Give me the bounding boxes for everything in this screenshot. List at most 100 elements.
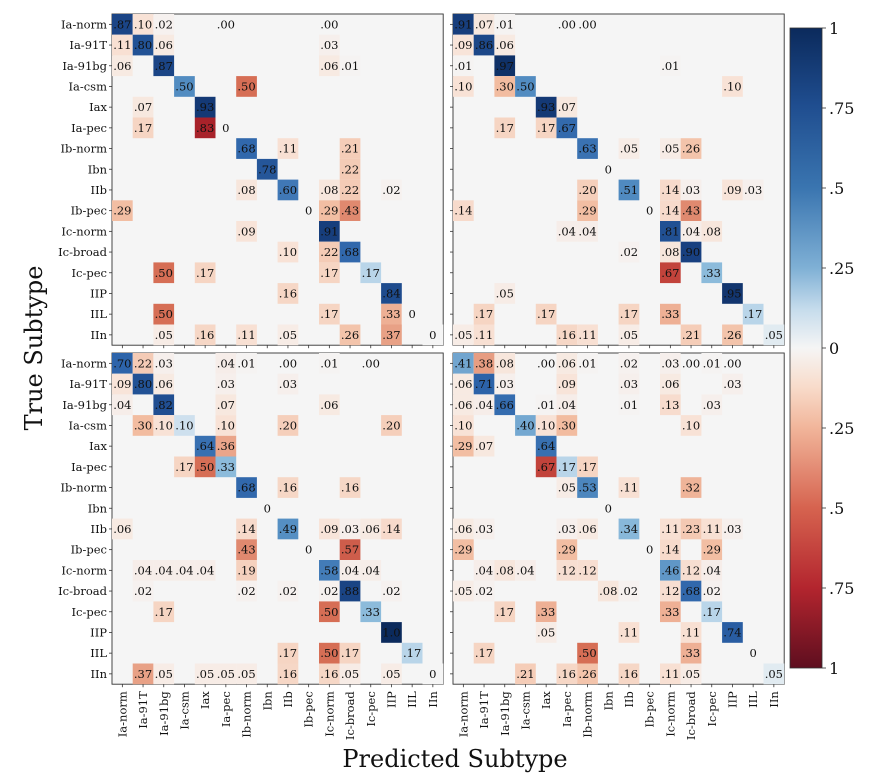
cell-value-label: .02 <box>620 245 638 259</box>
heatmap-cell <box>277 477 299 498</box>
heatmap-cell <box>339 324 361 346</box>
cell-value-label: .02 <box>155 17 173 31</box>
heatmap-cell <box>132 560 154 581</box>
cell-value-label: .06 <box>578 522 596 536</box>
heatmap-cell <box>319 34 340 56</box>
heatmap-cell <box>577 221 598 242</box>
heatmap-cell <box>236 518 257 540</box>
heatmap-cell <box>473 394 495 416</box>
heatmap-cell <box>153 560 175 581</box>
heatmap-cell <box>215 117 237 139</box>
cell-value-label: .02 <box>134 584 152 598</box>
heatmap-cell <box>577 518 598 540</box>
heatmap-cell <box>236 179 257 201</box>
cell-value-label: .02 <box>620 356 638 370</box>
heatmap-cell <box>660 518 681 540</box>
heatmap-cell <box>473 642 495 664</box>
cell-value-label: .14 <box>454 204 472 218</box>
heatmap-cell <box>339 55 361 77</box>
cell-value-label: .82 <box>155 398 173 412</box>
heatmap-cell <box>556 394 578 416</box>
cell-value-label: .05 <box>155 328 173 342</box>
cell-value-label: .16 <box>320 667 338 681</box>
y-tick-label: IIL <box>90 307 107 321</box>
cell-value-label: .10 <box>454 418 472 432</box>
heatmap-cell <box>535 96 557 118</box>
heatmap-cell <box>577 477 598 498</box>
cell-value-label: .10 <box>723 79 741 93</box>
cell-value-label: .06 <box>155 38 173 52</box>
x-tick-label: Ic-broad <box>343 691 357 741</box>
heatmap-cell <box>153 663 175 685</box>
heatmap-cell <box>339 477 361 498</box>
cell-value-label: .06 <box>454 377 472 391</box>
heatmap-cell <box>339 179 361 201</box>
cell-value-label: .93 <box>196 100 214 114</box>
heatmap-cell <box>494 560 516 581</box>
heatmap-cell <box>722 622 743 643</box>
cell-value-label: .22 <box>341 183 359 197</box>
cell-value-label: .09 <box>558 377 576 391</box>
heatmap-cell <box>597 497 619 519</box>
y-tick-labels: Ia-norm Ia-91T Ia-91bg Ia-csm Iax Ia-pec Ib-no… <box>58 17 108 680</box>
cell-value-label: .21 <box>516 667 534 681</box>
cell-value-label: .05 <box>196 667 214 681</box>
x-tick-label: IIb <box>622 691 636 707</box>
heatmap-cell <box>112 373 133 395</box>
heatmap-cell <box>236 663 257 685</box>
heatmap-cell <box>277 324 299 346</box>
heatmap-cell <box>153 55 175 77</box>
cell-value-label: .04 <box>682 224 700 238</box>
heatmap-cell <box>660 601 681 623</box>
cell-value-label: .09 <box>237 224 255 238</box>
cell-value-label: .00 <box>217 17 235 31</box>
heatmap-cell <box>153 394 175 416</box>
x-tick-label: Ia-csm <box>518 691 532 730</box>
heatmap-cell <box>556 663 578 685</box>
heatmap-cell <box>339 580 361 602</box>
heatmap-panels: .87.10.02.00.00.11.80.06.03.06.87.06.01.… <box>109 13 785 688</box>
cell-value-label: .05 <box>454 584 472 598</box>
cell-value-label: .97 <box>496 59 514 73</box>
heatmap-cell <box>597 580 619 602</box>
cell-value-label: .90 <box>682 245 700 259</box>
heatmap-cell <box>112 353 133 374</box>
heatmap-cell <box>535 415 557 436</box>
cell-value-label: .10 <box>682 418 700 432</box>
heatmap-cell <box>153 373 175 395</box>
cell-value-label: .05 <box>496 286 514 300</box>
y-tick-label: Ib-pec <box>71 204 107 218</box>
heatmap-cell <box>236 76 257 97</box>
cell-value-label: .05 <box>558 481 576 495</box>
heatmap-cell <box>535 303 557 325</box>
y-tick-label: Ia-csm <box>68 418 107 432</box>
x-tick-label: Ia-91T <box>136 691 150 729</box>
heatmap-cell <box>453 415 474 436</box>
heatmap-cell <box>194 435 216 457</box>
cell-value-label: .29 <box>454 439 472 453</box>
heatmap-cell <box>680 221 702 242</box>
heatmap-cell <box>453 580 474 602</box>
heatmap-cell <box>381 663 402 685</box>
cell-value-label: .95 <box>723 286 741 300</box>
heatmap-cell <box>236 580 257 602</box>
cell-value-label: .03 <box>744 183 762 197</box>
cell-value-label: .17 <box>496 605 514 619</box>
heatmap-cell <box>319 221 340 242</box>
cell-value-label: 0 <box>305 204 312 218</box>
cell-value-label: .16 <box>341 481 359 495</box>
heatmap-cell <box>577 353 598 374</box>
cell-value-label: .38 <box>475 356 493 370</box>
heatmap-cell <box>112 200 133 221</box>
heatmap-cell <box>401 303 423 325</box>
y-tick-label: Ic-broad <box>58 245 108 259</box>
heatmap-cell <box>660 200 681 221</box>
heatmap-cell <box>453 539 474 560</box>
cell-value-label: .05 <box>765 328 783 342</box>
y-tick-label: Ia-91bg <box>62 398 107 412</box>
cell-value-label: .67 <box>661 266 679 280</box>
cell-value-label: .02 <box>237 584 255 598</box>
heatmap-cell <box>639 200 660 221</box>
x-tick-label: Ic-norm <box>663 691 677 737</box>
heatmap-cell <box>556 324 578 346</box>
